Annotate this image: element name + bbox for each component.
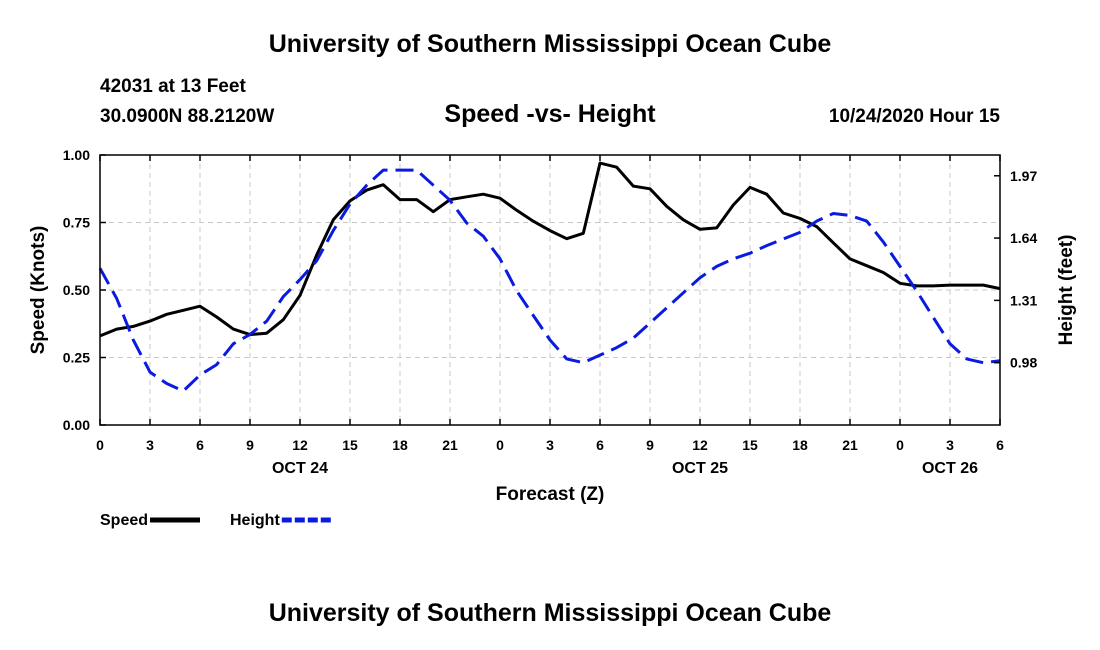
y-left-tick-label: 0.25 <box>63 350 90 366</box>
x-tick-label: 0 <box>496 437 504 453</box>
y-right-tick-label: 1.31 <box>1010 292 1037 308</box>
x-tick-label: 15 <box>342 437 358 453</box>
x-day-label: OCT 26 <box>922 460 978 477</box>
series-line-height <box>98 168 1001 393</box>
x-tick-label: 18 <box>392 437 408 453</box>
grid-layer <box>100 155 1000 425</box>
y-left-tick-label: 1.00 <box>63 147 90 163</box>
y-axis-left-title: Speed (Knots) <box>28 226 49 355</box>
x-tick-label: 0 <box>896 437 904 453</box>
y-left-tick-label: 0.75 <box>63 215 90 231</box>
x-tick-label: 21 <box>442 437 458 453</box>
coordinates-label: 30.0900N 88.2120W <box>100 106 275 127</box>
x-tick-label: 15 <box>742 437 758 453</box>
chart-subtitle: Speed -vs- Height <box>444 100 656 128</box>
x-day-label: OCT 24 <box>272 460 328 477</box>
x-tick-label: 3 <box>146 437 154 453</box>
x-tick-label: 6 <box>196 437 204 453</box>
ticks-layer: 0 3 6 9 12 15 18 21 0 3 6 9 12 15 18 21 0 3 6 OCT 24 OCT 25 O… <box>63 147 1038 477</box>
y-right-tick-label: 1.97 <box>1010 168 1037 184</box>
x-tick-label: 9 <box>646 437 654 453</box>
series-layer <box>98 161 1001 393</box>
x-tick-label: 6 <box>596 437 604 453</box>
x-axis-title: Forecast (Z) <box>496 484 605 505</box>
x-tick-label: 21 <box>842 437 858 453</box>
legend: Speed Height <box>100 512 332 529</box>
station-label: 42031 at 13 Feet <box>100 76 246 97</box>
x-tick-label: 3 <box>546 437 554 453</box>
x-tick-label: 12 <box>292 437 308 453</box>
x-day-label: OCT 25 <box>672 460 728 477</box>
chart-title-bottom: University of Southern Mississippi Ocean… <box>268 599 832 627</box>
y-left-tick-label: 0.00 <box>63 417 90 433</box>
legend-label-height: Height <box>230 512 280 529</box>
y-right-tick-label: 1.64 <box>1010 230 1037 246</box>
y-right-tick-label: 0.98 <box>1010 355 1037 371</box>
chart-title-top: University of Southern Mississippi Ocean… <box>268 30 832 58</box>
x-tick-label: 0 <box>96 437 104 453</box>
y-axis-right-title: Height (feet) <box>1056 235 1077 346</box>
legend-label-speed: Speed <box>100 512 148 529</box>
x-tick-label: 12 <box>692 437 708 453</box>
x-tick-label: 9 <box>246 437 254 453</box>
x-tick-label: 6 <box>996 437 1004 453</box>
x-tick-label: 3 <box>946 437 954 453</box>
y-left-tick-label: 0.50 <box>63 282 90 298</box>
x-tick-label: 18 <box>792 437 808 453</box>
date-label: 10/24/2020 Hour 15 <box>828 106 1000 127</box>
